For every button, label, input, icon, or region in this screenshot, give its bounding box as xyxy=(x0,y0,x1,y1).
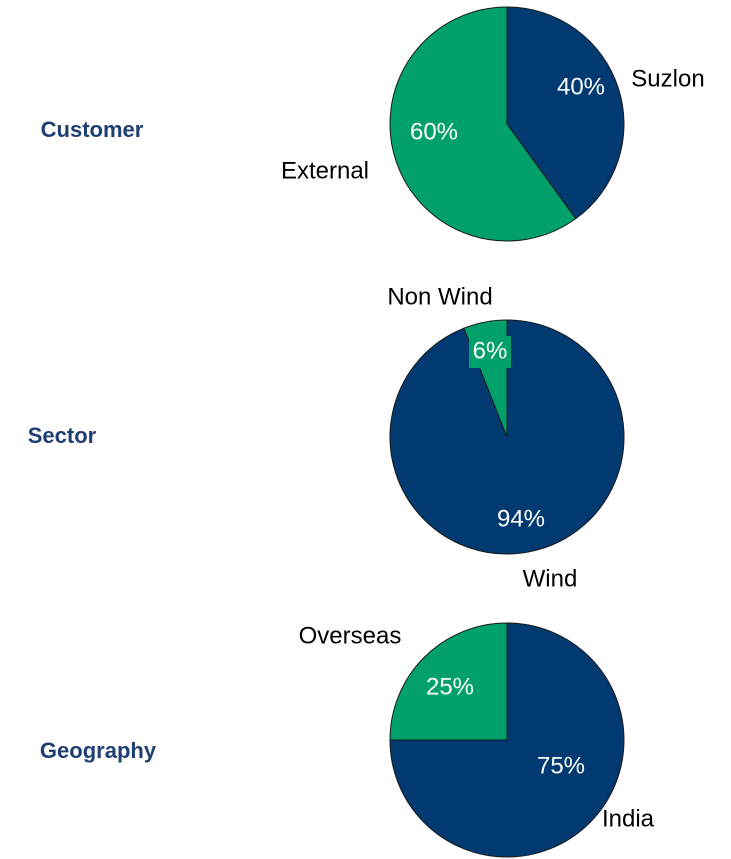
row-title: Customer xyxy=(41,117,144,142)
category-label: Suzlon xyxy=(631,65,704,92)
value-label: 6% xyxy=(473,337,508,364)
pie-slice xyxy=(389,6,577,242)
label-box xyxy=(469,336,511,368)
value-label: 75% xyxy=(537,752,585,779)
value-label: 94% xyxy=(497,505,545,532)
category-label: Non Wind xyxy=(387,283,492,310)
row-title: Geography xyxy=(40,738,157,763)
pie-slice xyxy=(389,622,625,858)
value-label: 60% xyxy=(410,118,458,145)
category-label: External xyxy=(281,157,369,184)
pie-slice xyxy=(389,622,508,741)
category-label: India xyxy=(602,805,655,832)
category-label: Overseas xyxy=(299,622,402,649)
category-label: Wind xyxy=(523,565,578,592)
row-title: Sector xyxy=(28,423,97,448)
pie-slice xyxy=(506,6,625,220)
value-label: 25% xyxy=(426,673,474,700)
value-label: 40% xyxy=(557,73,605,100)
